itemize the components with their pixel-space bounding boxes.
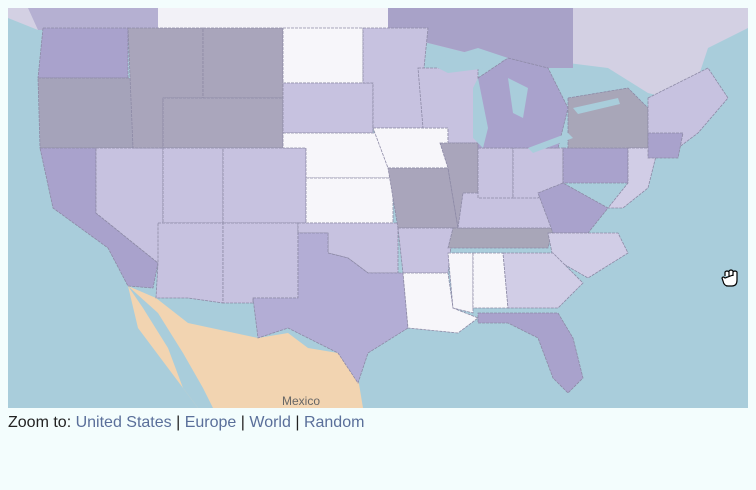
canada-prairie	[158, 8, 388, 30]
british-columbia	[28, 8, 158, 30]
zoom-link[interactable]: Europe	[184, 414, 237, 431]
state	[562, 147, 629, 184]
state	[647, 132, 684, 159]
state	[397, 227, 454, 274]
lake	[573, 98, 620, 114]
state	[282, 27, 364, 84]
separator: |	[176, 414, 181, 431]
state	[387, 167, 459, 229]
state	[162, 97, 284, 149]
state	[447, 252, 474, 314]
state	[162, 147, 224, 224]
state	[472, 252, 509, 309]
state	[222, 222, 299, 304]
state	[37, 77, 134, 149]
state	[477, 312, 584, 394]
separator: |	[240, 414, 245, 431]
gulf-of-california	[128, 286, 213, 408]
hand-cursor	[721, 269, 738, 287]
united-states	[37, 27, 729, 394]
lake	[428, 48, 508, 73]
state	[282, 82, 374, 134]
state	[222, 147, 307, 224]
state	[477, 147, 514, 199]
country-label: Mexico	[282, 394, 320, 408]
state	[362, 27, 429, 129]
map[interactable]: Mexico	[8, 8, 748, 408]
state	[202, 27, 284, 99]
lake	[508, 78, 528, 118]
zoom-label: Zoom to:	[8, 414, 72, 431]
ontario	[388, 8, 573, 68]
state	[447, 227, 554, 249]
state	[502, 252, 584, 309]
zoom-link[interactable]: World	[249, 414, 291, 431]
state	[567, 87, 649, 149]
lake	[473, 78, 488, 148]
zoom-link[interactable]: United States	[75, 414, 172, 431]
state	[305, 177, 394, 224]
state	[37, 27, 129, 79]
state	[537, 182, 609, 234]
lake	[528, 133, 573, 153]
state	[155, 222, 224, 304]
zoom-link[interactable]: Random	[303, 414, 365, 431]
state	[402, 272, 479, 334]
separator: |	[295, 414, 300, 431]
zoom-bar: Zoom to: United States | Europe | World …	[8, 414, 364, 432]
